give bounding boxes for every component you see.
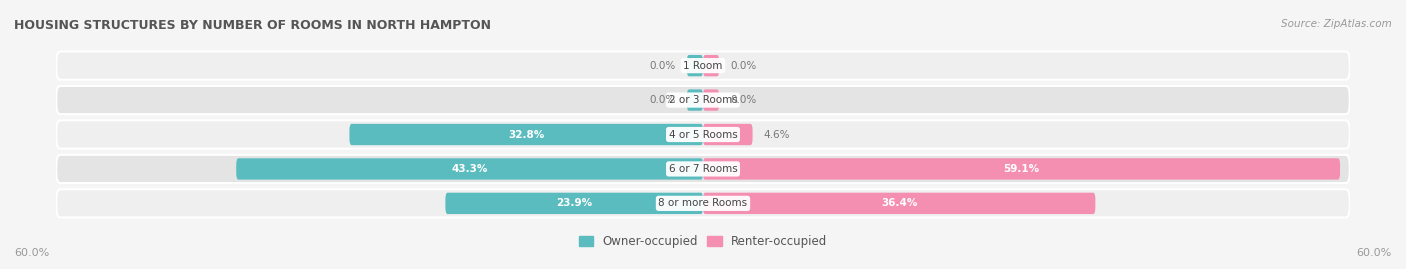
Legend: Owner-occupied, Renter-occupied: Owner-occupied, Renter-occupied <box>574 230 832 253</box>
Text: 43.3%: 43.3% <box>451 164 488 174</box>
Text: 0.0%: 0.0% <box>730 95 756 105</box>
FancyBboxPatch shape <box>446 193 703 214</box>
Text: 4.6%: 4.6% <box>763 129 790 140</box>
FancyBboxPatch shape <box>350 124 703 145</box>
Text: 32.8%: 32.8% <box>508 129 544 140</box>
Text: 0.0%: 0.0% <box>650 61 676 71</box>
Text: 60.0%: 60.0% <box>1357 248 1392 258</box>
FancyBboxPatch shape <box>56 155 1350 183</box>
Text: 2 or 3 Rooms: 2 or 3 Rooms <box>669 95 737 105</box>
FancyBboxPatch shape <box>56 86 1350 114</box>
Text: 4 or 5 Rooms: 4 or 5 Rooms <box>669 129 737 140</box>
Text: 59.1%: 59.1% <box>1004 164 1039 174</box>
Text: Source: ZipAtlas.com: Source: ZipAtlas.com <box>1281 19 1392 29</box>
FancyBboxPatch shape <box>703 193 1095 214</box>
Text: 8 or more Rooms: 8 or more Rooms <box>658 198 748 208</box>
FancyBboxPatch shape <box>703 89 720 111</box>
FancyBboxPatch shape <box>56 189 1350 217</box>
Text: 0.0%: 0.0% <box>730 61 756 71</box>
FancyBboxPatch shape <box>56 121 1350 148</box>
FancyBboxPatch shape <box>688 89 703 111</box>
Text: 60.0%: 60.0% <box>14 248 49 258</box>
Text: 6 or 7 Rooms: 6 or 7 Rooms <box>669 164 737 174</box>
FancyBboxPatch shape <box>56 52 1350 80</box>
Text: 23.9%: 23.9% <box>557 198 592 208</box>
FancyBboxPatch shape <box>688 55 703 76</box>
FancyBboxPatch shape <box>703 124 752 145</box>
Text: 0.0%: 0.0% <box>650 95 676 105</box>
Text: HOUSING STRUCTURES BY NUMBER OF ROOMS IN NORTH HAMPTON: HOUSING STRUCTURES BY NUMBER OF ROOMS IN… <box>14 19 491 32</box>
FancyBboxPatch shape <box>236 158 703 180</box>
Text: 1 Room: 1 Room <box>683 61 723 71</box>
FancyBboxPatch shape <box>703 55 720 76</box>
FancyBboxPatch shape <box>703 158 1340 180</box>
Text: 36.4%: 36.4% <box>882 198 917 208</box>
